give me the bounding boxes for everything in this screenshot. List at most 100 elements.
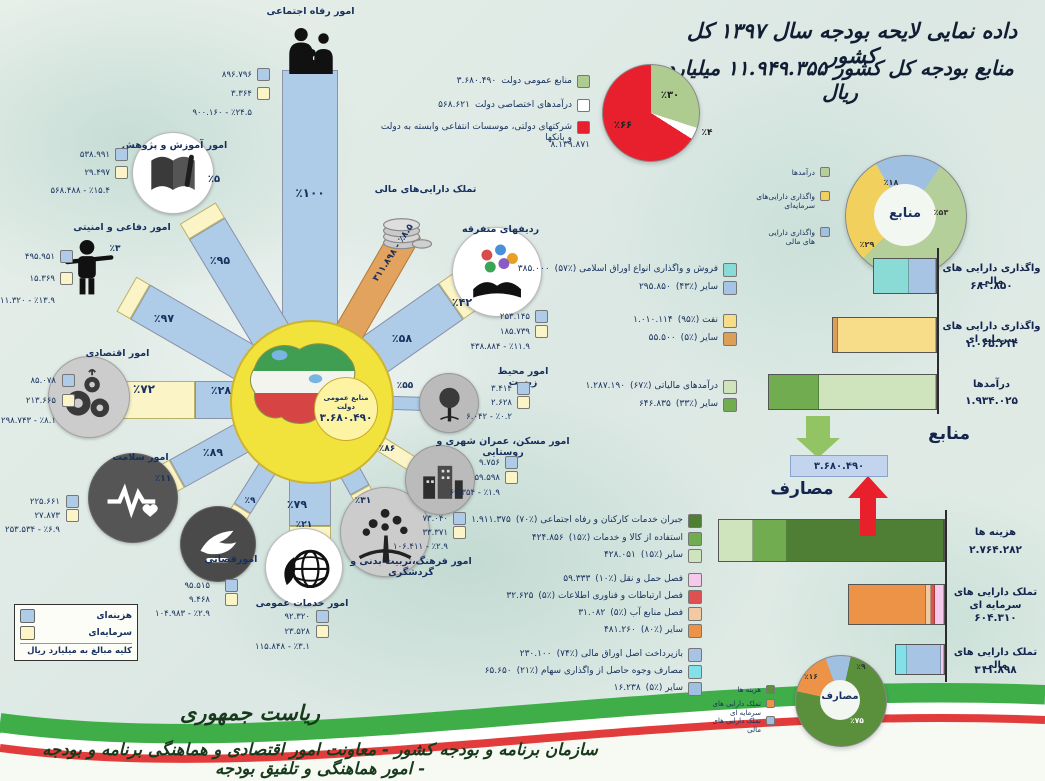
uses-bar-label: تملک دارایی های مالی <box>953 647 1038 671</box>
resources-donut-legend-swatch <box>820 167 830 177</box>
oil-revenue-value: ۱.۰۱۰.۱۱۴ <box>633 315 673 325</box>
tax-revenue-swatch <box>723 398 737 412</box>
resources-bar-value: ۱.۰۶۵.۶۱۴ <box>965 338 1018 350</box>
capital-assets-detail-value: ۳۲.۶۲۵ <box>506 591 534 601</box>
expense-swatch <box>66 495 79 508</box>
financial-assets-detail-row: ۶۵.۶۵۰ مصارف وجوه حاصل از واگذاری سهام (٪… <box>452 665 702 679</box>
sector-total-value: ۱۱۵.۸۴۸ - ٪۳.۱ <box>255 642 310 652</box>
flow-value-box: ۳.۶۸۰.۴۹۰ <box>790 455 888 477</box>
financial-assets-detail-value: ۶۵.۶۵۰ <box>484 666 512 676</box>
sector-expense-value: ۹۵.۵۱۵ <box>184 581 210 591</box>
uses-donut-slice-percent: ٪۷۵ <box>850 716 864 725</box>
capital-assets-detail-label: فصل حمل و نقل (٪۱۰) <box>595 574 683 584</box>
capital-swatch <box>66 509 79 522</box>
ray-share-label: ٪۹ <box>244 496 256 506</box>
pie-legend-value: ۳.۶۸۰.۴۹۰ <box>456 76 497 86</box>
sector-total-value: ۵۶۸.۴۸۸ - ٪۱۵.۴ <box>50 186 110 196</box>
uses-donut-legend-swatch <box>766 685 775 694</box>
expenses-detail-swatch <box>688 549 702 563</box>
ray-share-label: ٪۹۵ <box>209 254 231 267</box>
uses-axis-line <box>945 510 947 682</box>
uses-donut-legend-label: تملک دارایی های سرمایه ای <box>712 700 761 717</box>
sector-capital-value: ۱۸۵.۷۳۹ <box>499 327 530 337</box>
oil-revenue-label: نفت (٪۹۵) <box>677 315 718 325</box>
resources-donut-slice-percent: ٪۵۳ <box>933 208 949 217</box>
islamic-bonds-row: ۳۸۵.۰۰۰ فروش و واگذاری انواع اوراق اسلامی… <box>492 263 737 277</box>
ray-share-label: ٪۳ <box>109 244 121 254</box>
islamic-bonds-swatch <box>723 281 737 295</box>
sector-title-maskan: امور مسکن، عمران شهری و روستایی <box>436 436 570 459</box>
resources-bar-segment <box>769 375 820 409</box>
islamic-bonds-swatch <box>723 263 737 277</box>
expenses-detail-value: ۴۲۸.۰۵۱ <box>603 550 636 560</box>
resources-bar-label: واگذاری دارایی های مالی <box>942 263 1041 287</box>
expense-swatch <box>316 610 329 623</box>
expense-swatch <box>20 609 35 623</box>
sector-total-value: ۲۹۸.۷۴۳ - ٪۸.۱ <box>1 416 56 426</box>
sector-title-qazai: امورقضائی <box>204 554 258 565</box>
financial-assets-detail-label: سایر (٪۵) <box>645 683 683 693</box>
financial-assets-detail-swatch <box>688 682 702 696</box>
pie-legend-value: ۸.۱۳۹.۸۷۱ <box>550 140 590 150</box>
capital-swatch <box>62 394 75 407</box>
pie-legend-swatch <box>577 121 590 134</box>
expense-swatch <box>517 382 530 395</box>
expense-swatch <box>505 456 518 469</box>
sector-title-refah: امور رفاه اجتماعی <box>266 6 355 17</box>
expenses-detail-label: سایر (٪۱۵) <box>640 550 683 560</box>
capital-assets-detail-row: ۳۱.۰۸۲ فصل منابع آب (٪۵) <box>452 607 702 621</box>
uses-donut-legend-swatch <box>766 716 775 725</box>
sector-capital-value: ۳.۳۶۴ <box>231 89 252 99</box>
uses-bar <box>848 584 945 625</box>
capital-assets-detail-label: فصل منابع آب (٪۵) <box>610 608 683 618</box>
ray-share-label: ٪۷۹ <box>286 498 308 511</box>
family-icon <box>276 16 344 84</box>
sector-capital-value: ۱۵.۳۶۹ <box>29 274 55 284</box>
financial-assets-detail-swatch <box>688 648 702 662</box>
soldier-icon <box>50 228 126 304</box>
sector-title-radif: ردیفهای متفرقه <box>461 224 540 235</box>
unit-capital-label: سرمایه‌ای <box>88 628 132 638</box>
hub-value: ۳.۶۸۰.۴۹۰ <box>319 411 373 424</box>
oil-revenue-row: ۵۵.۵۰۰ سایر (٪۵) <box>492 332 737 346</box>
islamic-bonds-value: ۲۹۵.۸۵۰ <box>638 282 671 292</box>
sector-title-defa: امور دفاعی و امنیتی <box>73 222 171 233</box>
buildings-icon <box>405 445 475 515</box>
ray-share-label: ٪۵۸ <box>391 332 413 345</box>
expenses-detail-label: استفاده از کالا و خدمات (٪۱۵) <box>568 532 683 543</box>
islamic-bonds-label: سایر (٪۴۳) <box>675 282 718 292</box>
ray-share-label: ٪۱۱ <box>154 474 172 484</box>
uses-bar-segment <box>849 585 926 624</box>
tax-revenue-label: درآمدهای مالیاتی (٪۶۷) <box>630 381 718 391</box>
tax-revenue-row: ۱.۲۸۷.۱۹۰ درآمدهای مالیاتی (٪۶۷) <box>492 380 737 394</box>
uses-bar-value: ۳۱۱.۸۹۸ <box>974 664 1017 676</box>
globe-leaf-icon <box>265 528 343 606</box>
footer-line1: ریاست جمهوری <box>179 700 321 725</box>
unit-legend-row-expense: هزینه‌ای <box>20 609 132 623</box>
expenses-detail-swatch <box>688 531 702 546</box>
resources-bar <box>873 258 937 294</box>
uses-donut-legend-swatch <box>766 699 775 708</box>
pie-legend-row: ۵۶۸.۶۲۱ درآمدهای اختصاصی دولت <box>375 99 590 112</box>
sector-total-value: ۹۰۰.۱۶۰ - ٪۲۴.۵ <box>192 108 252 118</box>
islamic-bonds-label: فروش و واگذاری انواع اوراق اسلامی (٪۵۷) <box>554 264 718 274</box>
financial-assets-detail-row: ۱۶.۲۳۸ سایر (٪۵) <box>452 682 702 696</box>
ray-share-label: ٪۸۹ <box>202 446 224 459</box>
islamic-bonds-value: ۳۸۵.۰۰۰ <box>517 264 550 274</box>
uses-donut-legend-label: هزینه ها <box>737 686 761 694</box>
resources-bar-value: ۶۸۰.۸۵۰ <box>970 280 1013 292</box>
up-arrow-stem <box>860 498 876 536</box>
tax-revenue-swatch <box>723 380 737 394</box>
uses-bar-segment <box>925 585 931 624</box>
uses-bar-label: هزینه ها <box>974 527 1017 538</box>
total-budget-pie-slice-percent: ٪۳۰ <box>660 90 680 101</box>
sector-title-eqtesadi: امور اقتصادی <box>85 348 150 359</box>
pie-legend-row: ۳.۶۸۰.۴۹۰ منابع عمومی دولت <box>375 75 590 88</box>
resources-bar-segment <box>909 259 936 293</box>
uses-bar-segment <box>719 520 753 561</box>
resources-donut-legend-label: درآمدها <box>791 168 815 177</box>
sector-expense-value: ۸۵.۰۷۸ <box>30 376 56 386</box>
financial-assets-detail-value: ۱۶.۲۳۸ <box>613 683 641 693</box>
resources-bar-segment <box>838 318 936 352</box>
